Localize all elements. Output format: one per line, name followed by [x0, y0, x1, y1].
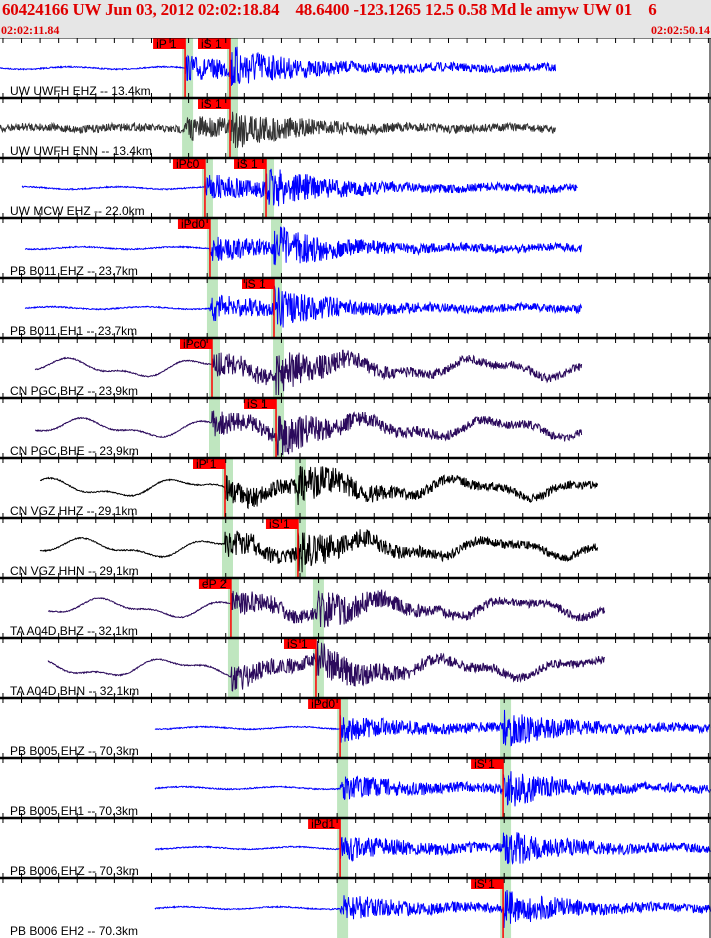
trace-pgc-bhe: iS 1CN PGC BHE -- 23.9km [0, 393, 711, 458]
pick-label-box [153, 38, 186, 49]
trace-label[interactable]: CN VGZ HHZ -- 29.1km [10, 504, 137, 518]
waveform [35, 410, 583, 456]
trace-uwfh-ehz: iP 1 iS 1 UW UWFH EHZ -- 13.4km [0, 38, 711, 98]
pick-label: iPd1 [311, 817, 335, 831]
trace-b011-eh1: iS 1 PB B011 EH1 -- 23.7km [0, 273, 711, 338]
waveform [21, 168, 578, 207]
trace-label[interactable]: CN VGZ HHN -- 29.1km [10, 564, 139, 578]
trace-a04d-bhz: eP 2 TA A04D BHZ -- 32.1km [0, 573, 711, 638]
pick-label: iP 1 [156, 38, 177, 51]
waveform [154, 832, 711, 865]
trace-label[interactable]: TA A04D BHZ -- 32.1km [10, 624, 138, 638]
pick-window [182, 98, 194, 158]
pick-label-box [308, 818, 341, 829]
waveform [39, 529, 599, 573]
pick-label-box [177, 218, 210, 229]
pick-label-box [244, 398, 277, 409]
trace-vgz-hhn: iS 1 CN VGZ HHN -- 29.1km [0, 513, 711, 578]
event-header: 60424166 UW Jun 03, 2012 02:02:18.84 48.… [0, 0, 711, 38]
pick-label: iS 1 [201, 38, 222, 51]
trace-uwfh-enn: iS 1 UW UWFH ENN -- 13.4km [0, 93, 711, 158]
pick-label-box [471, 878, 504, 889]
trace-label[interactable]: CN PGC BHZ -- 23.9km [10, 384, 138, 398]
pick-label-box [283, 638, 316, 649]
trace-label[interactable]: TA A04D BHN -- 32.1km [10, 684, 139, 698]
pick-label: iS 1 [201, 97, 222, 111]
waveform [39, 466, 599, 510]
trace-mcw-ehz: iPc0 iS 1 UW MCW EHZ -- 22.0km [0, 153, 711, 218]
pick-label: iS 1 [287, 637, 308, 651]
pick-label: iS 1 [474, 757, 495, 771]
waveform [154, 889, 711, 929]
pick-window [294, 458, 306, 518]
pick-label: iS 1 [269, 517, 290, 531]
pick-label-box [192, 458, 225, 469]
trace-label[interactable]: UW MCW EHZ -- 22.0km [10, 204, 145, 218]
waveform [154, 709, 711, 747]
pick-label-box [234, 158, 267, 169]
pick-label: iS 1 [237, 157, 258, 171]
pick-label-box [172, 158, 205, 169]
event-title: 60424166 UW Jun 03, 2012 02:02:18.84 48.… [2, 0, 657, 19]
pick-window [500, 698, 512, 758]
trace-label[interactable]: UW UWFH EHZ -- 13.4km [10, 84, 151, 98]
waveform [0, 111, 556, 149]
waveform [154, 771, 711, 807]
trace-a04d-bhn: iS 1 TA A04D BHN -- 32.1km [0, 633, 711, 698]
trace-b011-ehz: iPd0 PB B011 EHZ -- 23.7km [0, 213, 711, 278]
pick-label-box [471, 758, 504, 769]
pick-label: iS 1 [245, 277, 266, 291]
pick-label: iP 1 [196, 457, 217, 471]
waveform [47, 640, 606, 692]
waveform [0, 46, 556, 86]
waveform [47, 589, 606, 628]
waveform [24, 285, 583, 328]
trace-b006-eh2: iS 1 PB B006 EH2 -- 70.3km [0, 873, 711, 938]
pick-window [337, 758, 349, 818]
pick-label-box [265, 518, 298, 529]
seismogram-panel[interactable]: iP 1 iS 1 UW UWFH EHZ -- 13.4km iS 1 UW UWFH… [0, 38, 711, 938]
pick-window [201, 158, 213, 218]
waveform [34, 349, 583, 396]
pick-label-box [198, 38, 231, 49]
pick-label: iPc0 [176, 157, 200, 171]
pick-window [227, 578, 239, 638]
pick-label-box [308, 698, 341, 709]
trace-b006-ehz: iPd1 PB B006 EHZ -- 70.3km [0, 813, 711, 878]
window-end-time: 02:02:50.14 [651, 23, 710, 37]
pick-label: iS 1 [474, 877, 495, 891]
trace-label[interactable]: CN PGC BHE -- 23.9km [10, 444, 139, 458]
pick-label-box [198, 578, 231, 589]
pick-window [227, 638, 239, 698]
pick-label-box [242, 278, 275, 289]
trace-label[interactable]: UW UWFH ENN -- 13.4km [10, 144, 152, 158]
waveform [24, 226, 583, 266]
trace-label[interactable]: PB B006 EHZ -- 70.3km [10, 864, 139, 878]
trace-label[interactable]: PB B005 EH1 -- 70.3km [10, 804, 138, 818]
trace-label[interactable]: PB B011 EHZ -- 23.7km [10, 264, 138, 278]
trace-label[interactable]: PB B011 EH1 -- 23.7km [10, 324, 137, 338]
trace-b005-eh1: iS 1 PB B005 EH1 -- 70.3km [0, 753, 711, 818]
pick-label: iPd0 [181, 217, 205, 231]
trace-label[interactable]: PB B005 EHZ -- 70.3km [10, 744, 139, 758]
pick-window [312, 578, 324, 638]
pick-label-box [180, 338, 213, 349]
pick-label-box [198, 98, 231, 109]
window-start-time: 02:02:11.84 [1, 23, 60, 37]
pick-label: iPd0 [311, 697, 335, 711]
pick-label: eP 2 [202, 577, 227, 591]
pick-window [263, 158, 275, 218]
trace-b005-ehz: iPd0 PB B005 EHZ -- 70.3km [0, 693, 711, 758]
trace-vgz-hhz: iP 1 CN VGZ HHZ -- 29.1km [0, 453, 711, 518]
trace-label[interactable]: PB B006 EH2 -- 70.3km [10, 924, 138, 938]
